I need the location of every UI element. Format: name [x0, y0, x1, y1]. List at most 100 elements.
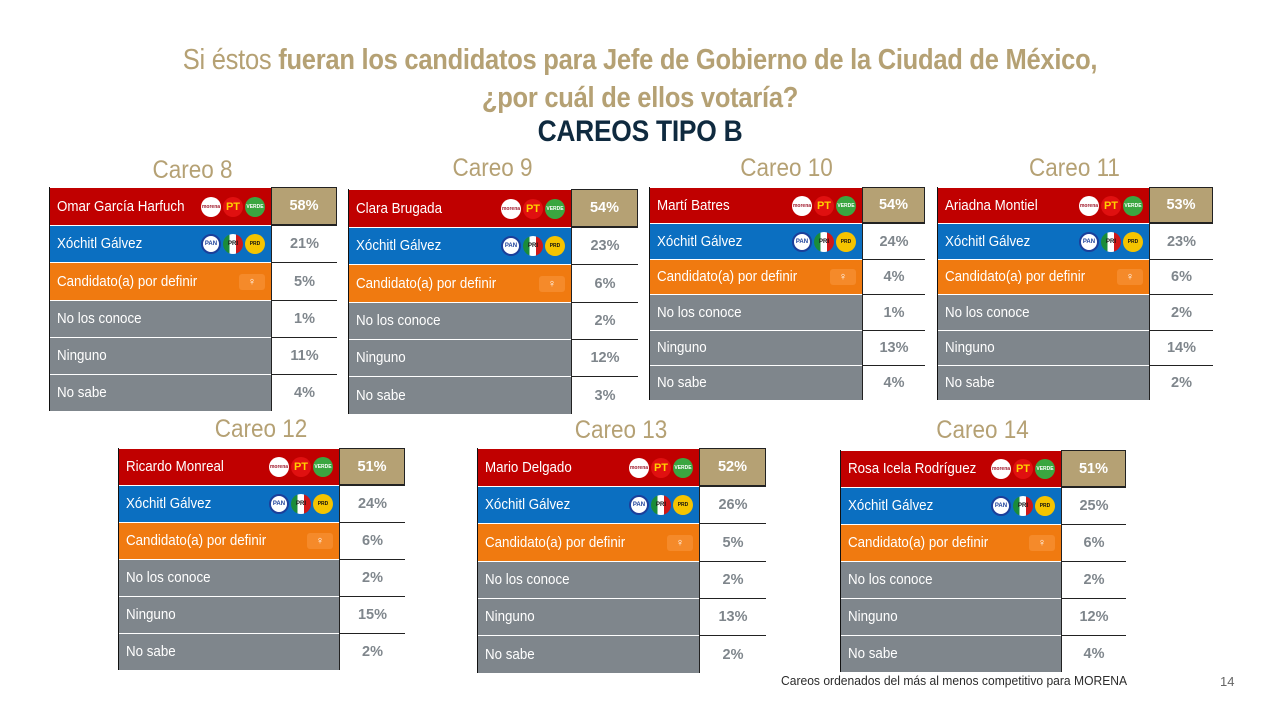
table-row: No los conoce 1% — [50, 300, 337, 337]
row-label: Xóchitl Gálvez — [848, 498, 934, 514]
value-cell: 4% — [862, 259, 925, 294]
careo-grid: Mario Delgado morena PT VERDE 52% Xóchitl Gál… — [477, 448, 766, 673]
movimiento-ciudadano-logo-icon: ♀ — [667, 534, 693, 551]
value-cell: 2% — [1149, 294, 1213, 330]
table-row: No sabe 2% — [938, 365, 1213, 400]
morena-logo-icon: morena — [792, 195, 812, 216]
morena-logo-icon: morena — [1079, 195, 1099, 216]
row-label: Ricardo Monreal — [126, 459, 224, 475]
row-label-cell: Candidato(a) por definir ♀ — [349, 264, 571, 302]
row-label-cell: Ninguno — [50, 337, 271, 374]
row-label-cell: No sabe — [841, 635, 1061, 672]
row-label-cell: No sabe — [349, 376, 571, 414]
careo-grid: Ariadna Montiel morena PT VERDE 53% Xóchitl G… — [937, 187, 1213, 400]
value-cell: 6% — [1061, 524, 1126, 561]
table-row: No los conoce 2% — [938, 294, 1213, 330]
row-label-cell: Xóchitl Gálvez PAN PRI PRD — [349, 227, 571, 264]
row-label-cell: Candidato(a) por definir ♀ — [119, 522, 339, 559]
table-row: No los conoce 2% — [119, 559, 405, 596]
movimiento-ciudadano-logo-icon: ♀ — [539, 275, 565, 292]
row-label: No los conoce — [57, 311, 142, 327]
value-cell: 3% — [571, 376, 638, 414]
table-row: Xóchitl Gálvez PAN PRI PRD 24% — [650, 223, 925, 259]
table-row: Ninguno 13% — [650, 330, 925, 365]
party-logos: PAN PRI PRD — [201, 234, 265, 254]
row-label-cell: Mario Delgado morena PT VERDE — [478, 448, 699, 486]
title-bold-text: fueran los candidatos para Jefe de Gobie… — [278, 44, 1098, 76]
table-row: No sabe 4% — [841, 635, 1126, 672]
party-logos: ♀ — [307, 533, 333, 549]
party-logos: ♀ — [667, 534, 693, 551]
movimiento-ciudadano-logo-icon: ♀ — [1029, 535, 1055, 551]
prd-logo-icon: PRD — [836, 231, 856, 252]
movimiento-ciudadano-logo-icon: ♀ — [307, 533, 333, 549]
pan-logo-icon: PAN — [991, 496, 1011, 516]
value-cell: 4% — [1061, 635, 1126, 672]
party-logos: ♀ — [1117, 269, 1143, 285]
row-label-cell: No los conoce — [841, 561, 1061, 598]
prd-logo-icon: PRD — [245, 234, 265, 254]
title-line-1: Si éstos fueran los candidatos para Jefe… — [77, 44, 1203, 77]
table-row: Mario Delgado morena PT VERDE 52% — [478, 448, 766, 486]
row-label: Ninguno — [945, 340, 995, 356]
party-logos: ♀ — [1029, 535, 1055, 551]
morena-logo-icon: morena — [629, 457, 649, 478]
value-cell: 12% — [571, 339, 638, 376]
value-cell: 13% — [862, 330, 925, 365]
value-cell: 4% — [862, 365, 925, 400]
leader-value-cell: 54% — [571, 189, 638, 227]
careo-grid: Clara Brugada morena PT VERDE 54% Xóchitl Gál… — [348, 189, 638, 414]
row-label-cell: Candidato(a) por definir ♀ — [650, 259, 862, 294]
verde-logo-icon: VERDE — [245, 196, 265, 217]
row-label: Candidato(a) por definir — [945, 269, 1086, 285]
row-label-cell: Ninguno — [841, 598, 1061, 635]
row-label-cell: Ninguno — [650, 330, 862, 365]
value-cell: 2% — [699, 635, 766, 673]
pan-logo-icon: PAN — [201, 234, 221, 254]
party-logos: morena PT VERDE — [792, 195, 856, 216]
prd-logo-icon: PRD — [1123, 231, 1143, 252]
row-label: Mario Delgado — [485, 459, 572, 476]
leader-value-cell: 54% — [862, 187, 925, 223]
value-cell: 2% — [571, 302, 638, 339]
row-label: No sabe — [126, 644, 176, 660]
value-cell: 1% — [862, 294, 925, 330]
table-row: Omar García Harfuch morena PT VERDE 58% — [50, 187, 337, 225]
table-row: Rosa Icela Rodríguez morena PT VERDE 51% — [841, 450, 1126, 487]
value-cell: 5% — [271, 262, 337, 300]
table-row: Clara Brugada morena PT VERDE 54% — [349, 189, 638, 227]
value-cell: 15% — [339, 596, 405, 633]
row-label-cell: Ariadna Montiel morena PT VERDE — [938, 187, 1149, 223]
row-label: Clara Brugada — [356, 200, 443, 217]
row-label: Ninguno — [356, 350, 406, 366]
value-cell: 13% — [699, 598, 766, 635]
row-label-cell: No sabe — [478, 635, 699, 673]
party-logos: morena PT VERDE — [991, 459, 1055, 479]
row-label: Candidato(a) por definir — [848, 535, 989, 551]
row-label: Martí Batres — [657, 197, 730, 214]
row-label-cell: Clara Brugada morena PT VERDE — [349, 189, 571, 227]
row-label-cell: Xóchitl Gálvez PAN PRI PRD — [478, 486, 699, 523]
pri-logo-icon: PRI — [1013, 496, 1033, 516]
row-label-cell: No sabe — [119, 633, 339, 670]
value-cell: 2% — [339, 559, 405, 596]
careo-title: Careo 9 — [452, 154, 533, 182]
table-row: No los conoce 2% — [478, 561, 766, 598]
party-logos: morena PT VERDE — [269, 457, 333, 477]
table-row: Xóchitl Gálvez PAN PRI PRD 21% — [50, 225, 337, 262]
row-label-cell: Xóchitl Gálvez PAN PRI PRD — [119, 485, 339, 522]
careo-title: Careo 13 — [574, 416, 668, 444]
row-label: No los conoce — [485, 572, 570, 588]
pt-logo-icon: PT — [1013, 459, 1033, 479]
row-label: Rosa Icela Rodríguez — [848, 461, 977, 477]
row-label: No los conoce — [126, 570, 211, 586]
row-label: No sabe — [657, 375, 707, 391]
movimiento-ciudadano-logo-icon: ♀ — [1117, 269, 1143, 285]
table-row: No sabe 2% — [119, 633, 405, 670]
careo-title: Careo 11 — [1029, 154, 1120, 182]
pan-logo-icon: PAN — [501, 236, 521, 256]
table-row: Candidato(a) por definir ♀ 5% — [50, 262, 337, 300]
party-logos: ♀ — [239, 273, 265, 290]
prd-logo-icon: PRD — [1035, 496, 1055, 516]
row-label-cell: Xóchitl Gálvez PAN PRI PRD — [841, 487, 1061, 524]
